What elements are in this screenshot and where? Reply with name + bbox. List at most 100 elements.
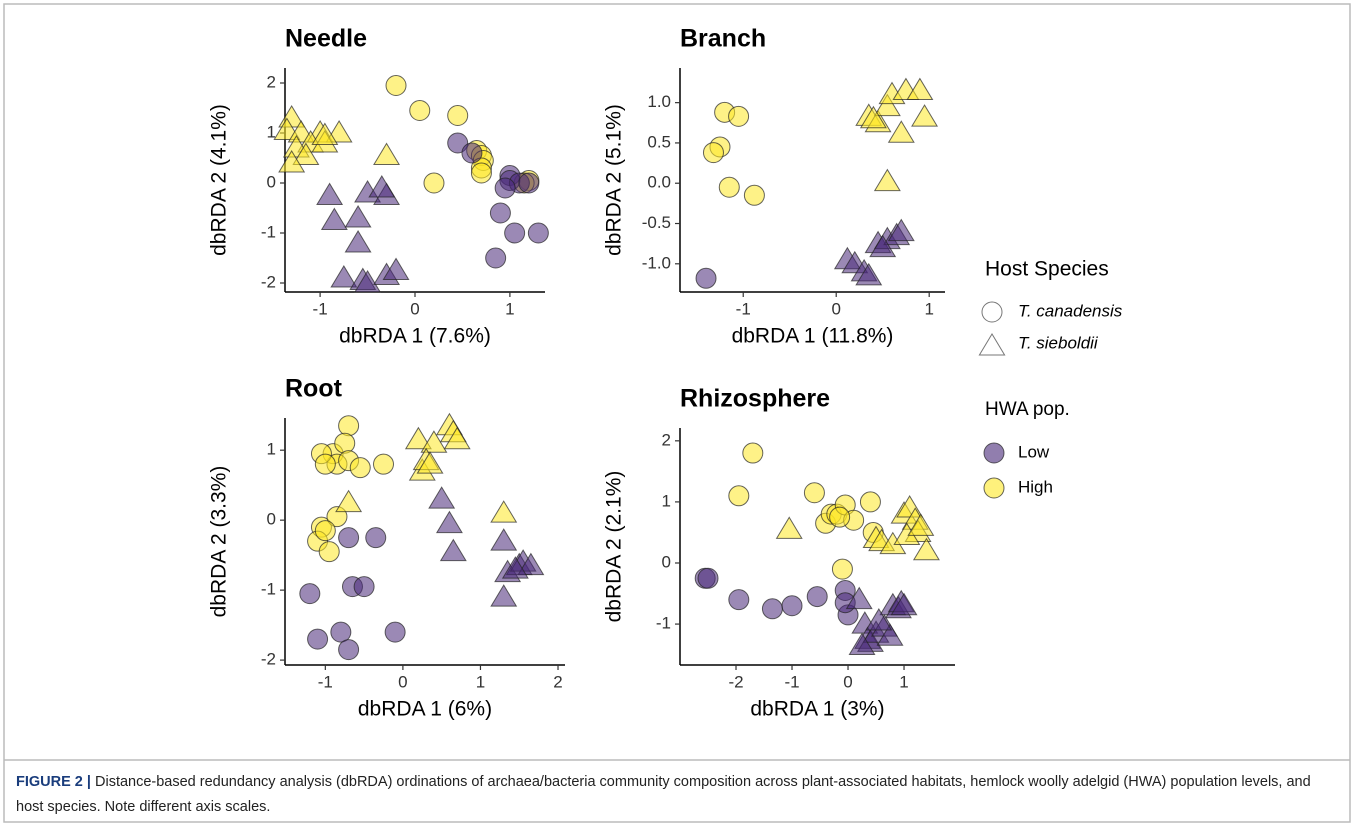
- circle-point: [314, 453, 336, 475]
- triangle-point: [368, 175, 396, 198]
- triangle-point: [439, 538, 467, 562]
- triangle-point: [316, 182, 344, 205]
- y-tick-label: -2: [261, 272, 276, 291]
- triangle-point: [344, 230, 372, 253]
- legend-label: T. sieboldii: [1018, 333, 1099, 352]
- legend-label: Low: [1018, 442, 1050, 461]
- triangle-point: [311, 122, 339, 145]
- triangle-point: [775, 516, 803, 539]
- circle-point: [803, 482, 825, 504]
- y-axis-label: dbRDA 2 (4.1%): [208, 104, 231, 256]
- circle-point: [338, 639, 360, 661]
- triangle-point: [443, 426, 471, 450]
- triangle-point: [887, 120, 915, 143]
- triangle-point: [501, 556, 529, 579]
- caption: FIGURE 2 | Distance-based redundancy ana…: [16, 770, 1336, 820]
- circle-point: [470, 162, 492, 184]
- circle-point: [518, 172, 540, 194]
- triangle-point: [404, 426, 432, 450]
- y-tick-label: 1: [267, 440, 276, 459]
- x-tick-label: 1: [505, 299, 514, 318]
- circle-point: [527, 222, 549, 244]
- circle-point: [489, 202, 511, 224]
- triangle-point: [865, 608, 893, 631]
- triangle-point: [855, 262, 883, 286]
- panel-title: Needle: [285, 25, 367, 53]
- triangle-point: [490, 500, 518, 523]
- circle-point: [718, 176, 740, 198]
- x-tick-label: 1: [924, 299, 933, 318]
- triangle-point: [490, 584, 518, 607]
- circle-point: [409, 100, 431, 121]
- circle-point: [702, 142, 724, 164]
- circle-point: [695, 267, 717, 289]
- panel-title: Root: [285, 375, 343, 403]
- circle-point: [353, 576, 375, 598]
- circle-point: [384, 621, 406, 643]
- x-tick-label: -1: [318, 672, 333, 691]
- y-tick-label: 0.5: [647, 132, 671, 151]
- circle-point: [423, 172, 445, 194]
- legend-title: Host Species: [985, 258, 1109, 281]
- x-tick-label: 2: [553, 672, 562, 691]
- triangle-point: [373, 142, 401, 165]
- circle-point: [485, 247, 507, 269]
- y-tick-label: 0: [267, 510, 276, 529]
- triangle-point: [428, 486, 456, 509]
- caption-label: FIGURE 2 |: [16, 774, 91, 790]
- circle-point: [385, 75, 407, 96]
- circle-point: [504, 222, 526, 244]
- x-axis-label: dbRDA 1 (7.6%): [339, 325, 491, 348]
- y-tick-label: -1: [656, 614, 671, 633]
- circle-point: [697, 567, 719, 589]
- circle-point: [761, 598, 783, 620]
- circle-point: [981, 301, 1003, 323]
- triangle-point: [906, 77, 934, 101]
- triangle-point: [873, 168, 901, 192]
- y-tick-label: 0: [662, 552, 671, 571]
- triangle-point: [335, 489, 363, 513]
- circle-point: [447, 132, 469, 154]
- y-axis-label: dbRDA 2 (5.1%): [603, 104, 626, 256]
- triangle-point: [848, 632, 876, 655]
- legend-title: HWA pop.: [985, 399, 1070, 420]
- y-tick-label: -1: [261, 580, 276, 599]
- circle-point: [314, 520, 336, 542]
- circle-point: [330, 621, 352, 643]
- x-axis-label: dbRDA 1 (3%): [750, 698, 884, 721]
- triangle-point: [845, 586, 873, 610]
- y-tick-label: 0.0: [647, 173, 671, 192]
- triangle-point: [292, 142, 320, 165]
- y-tick-label: -1: [261, 222, 276, 241]
- circle-point: [307, 628, 329, 650]
- x-tick-label: 1: [899, 672, 908, 691]
- triangle-point: [859, 105, 887, 129]
- triangle-point: [978, 333, 1006, 356]
- y-tick-label: -0.5: [642, 213, 671, 232]
- circle-point: [318, 541, 340, 563]
- panel-title: Rhizosphere: [680, 385, 830, 413]
- circle-point: [781, 595, 803, 617]
- triangle-point: [517, 552, 545, 576]
- legend-label: T. canadensis: [1018, 301, 1123, 320]
- y-tick-label: -1.0: [642, 253, 671, 272]
- triangle-point: [278, 150, 306, 173]
- circle-point: [494, 177, 516, 199]
- circle-point: [983, 477, 1005, 499]
- x-tick-label: 0: [843, 672, 852, 691]
- triangle-point: [912, 537, 940, 561]
- x-tick-label: 0: [410, 299, 419, 318]
- triangle-point: [876, 623, 904, 646]
- figure-border: [3, 3, 1351, 823]
- circle-point: [349, 457, 371, 479]
- legend-label: High: [1018, 477, 1053, 496]
- triangle-point: [890, 592, 918, 616]
- y-tick-label: -2: [261, 650, 276, 669]
- y-tick-label: 1: [662, 491, 671, 510]
- circle-point: [338, 415, 360, 437]
- x-tick-label: -2: [728, 672, 743, 691]
- triangle-point: [873, 93, 901, 117]
- circle-point: [806, 586, 828, 608]
